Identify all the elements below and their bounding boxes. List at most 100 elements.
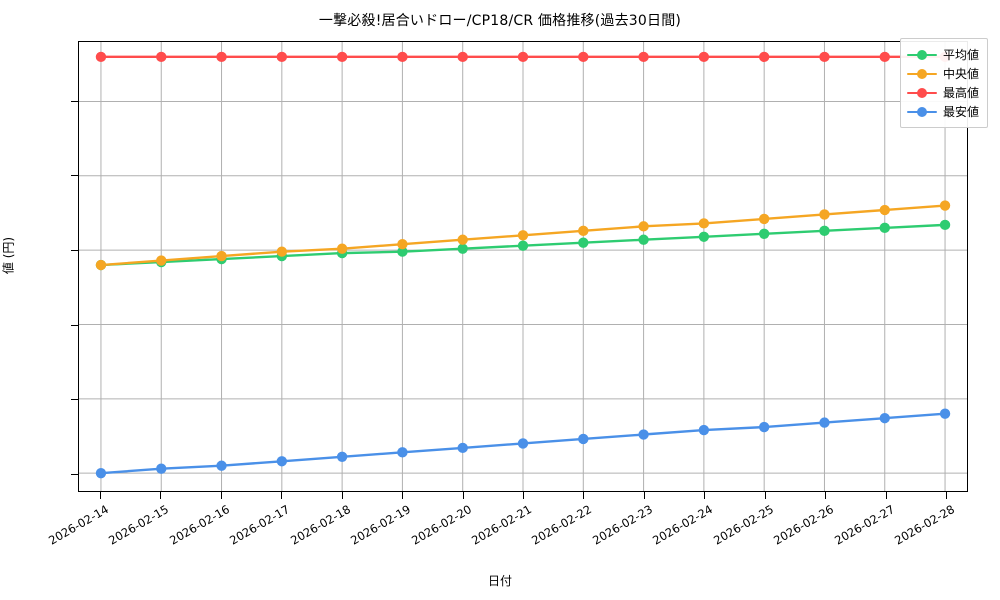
- data-point: [95, 259, 107, 271]
- data-point: [879, 51, 890, 63]
- data-point: [517, 230, 529, 241]
- x-axis-tick-labels: 2026-02-14 2026-02-15 2026-02-16 2026-02-17…: [0, 492, 1000, 592]
- x-axis-tick-mark: [583, 492, 585, 499]
- data-point: [578, 433, 589, 445]
- data-point: [638, 234, 649, 245]
- data-point: [336, 51, 348, 63]
- data-point: [578, 51, 589, 63]
- data-point: [819, 209, 830, 220]
- legend-swatch-icon: [906, 86, 937, 100]
- x-axis-tick-mark: [704, 492, 706, 499]
- data-point: [517, 51, 529, 63]
- data-point: [397, 246, 408, 257]
- x-axis-tick-mark: [946, 492, 947, 499]
- data-point: [95, 51, 107, 63]
- x-axis-tick-mark: [341, 492, 343, 499]
- legend-label: 中央値: [942, 67, 979, 81]
- data-point: [216, 250, 227, 262]
- chart-legend: 平均値中央値最高値最安値: [899, 38, 988, 128]
- x-axis-tick-label: 2026-02-22: [529, 502, 595, 548]
- data-point: [156, 51, 167, 63]
- data-point: [879, 204, 890, 216]
- data-point: [758, 51, 770, 63]
- data-point: [216, 51, 227, 63]
- y-axis-tick-mark: [71, 100, 78, 102]
- data-point: [517, 438, 529, 449]
- x-axis-tick-label: 2026-02-15: [106, 502, 172, 548]
- x-axis-tick-mark: [764, 492, 766, 499]
- legend-label: 最安値: [942, 105, 979, 119]
- data-point: [758, 213, 770, 225]
- data-point: [758, 228, 770, 239]
- x-axis-tick-mark: [885, 492, 887, 499]
- x-axis-tick-label: 2026-02-25: [710, 502, 776, 548]
- data-point: [638, 221, 649, 232]
- x-axis-tick-mark: [523, 492, 524, 499]
- x-axis-label: 日付: [487, 574, 512, 588]
- legend-swatch-icon: [906, 67, 937, 81]
- x-axis-tick-label: 2026-02-19: [348, 502, 414, 548]
- x-axis-tick-label: 2026-02-24: [650, 502, 716, 548]
- x-axis-tick-label: 2026-02-28: [892, 502, 957, 548]
- data-point: [819, 225, 830, 236]
- legend-item-1[interactable]: 中央値: [906, 64, 979, 83]
- data-point: [457, 442, 468, 454]
- legend-item-0[interactable]: 平均値: [906, 45, 979, 64]
- data-point: [95, 467, 107, 479]
- x-axis-tick-label: 2026-02-20: [408, 502, 474, 548]
- data-point: [879, 222, 890, 234]
- legend-swatch-icon: [906, 105, 937, 119]
- data-point: [276, 246, 288, 257]
- data-point: [276, 51, 288, 63]
- x-axis-tick-mark: [100, 492, 101, 499]
- data-point: [336, 451, 348, 462]
- data-point: [758, 421, 770, 433]
- legend-label: 最高値: [942, 86, 979, 100]
- y-axis-tick-mark: [71, 324, 78, 326]
- data-point: [939, 219, 951, 231]
- legend-item-3[interactable]: 最安値: [906, 102, 979, 121]
- data-point: [698, 231, 710, 242]
- legend-item-2[interactable]: 最高値: [906, 83, 979, 102]
- data-point: [698, 51, 710, 63]
- data-point: [879, 412, 890, 424]
- data-point: [578, 225, 589, 236]
- x-axis-tick-mark: [643, 492, 645, 499]
- y-axis-tick-mark: [71, 399, 78, 401]
- data-point: [276, 456, 288, 467]
- data-point: [638, 51, 649, 63]
- data-point: [457, 243, 468, 254]
- data-point: [397, 447, 408, 458]
- plot-area: [78, 41, 968, 492]
- data-point: [156, 463, 167, 474]
- x-axis-tick-label: 2026-02-17: [227, 502, 293, 548]
- data-point: [517, 240, 529, 251]
- chart-title: 一撃必殺!居合いドロー/CP18/CR 価格推移(過去30日間): [318, 13, 682, 29]
- y-axis-tick-mark: [71, 175, 78, 177]
- legend-label: 平均値: [942, 48, 979, 62]
- data-point: [698, 218, 710, 229]
- x-axis-tick-label: 2026-02-26: [771, 502, 837, 548]
- data-point: [397, 239, 408, 250]
- y-axis-tick-labels: 9009501000105011001150: [0, 41, 1000, 492]
- legend-swatch-icon: [906, 48, 937, 62]
- y-axis-tick-mark: [71, 474, 78, 476]
- x-axis-tick-mark: [825, 492, 827, 499]
- x-axis-tick-mark: [160, 492, 162, 499]
- data-point: [156, 255, 167, 266]
- x-axis-tick-mark: [220, 492, 222, 499]
- data-point: [457, 51, 468, 63]
- data-point: [336, 243, 348, 254]
- data-point: [578, 237, 589, 248]
- data-point: [939, 408, 951, 419]
- data-point: [397, 51, 408, 63]
- y-axis-tick-mark: [71, 250, 78, 252]
- data-point: [457, 234, 468, 245]
- data-point: [698, 424, 710, 436]
- x-axis-tick-label: 2026-02-27: [831, 502, 897, 548]
- series-lines: [95, 51, 951, 479]
- x-axis-tick-mark: [402, 492, 404, 499]
- x-axis-tick-mark: [281, 492, 283, 499]
- data-point: [819, 417, 830, 428]
